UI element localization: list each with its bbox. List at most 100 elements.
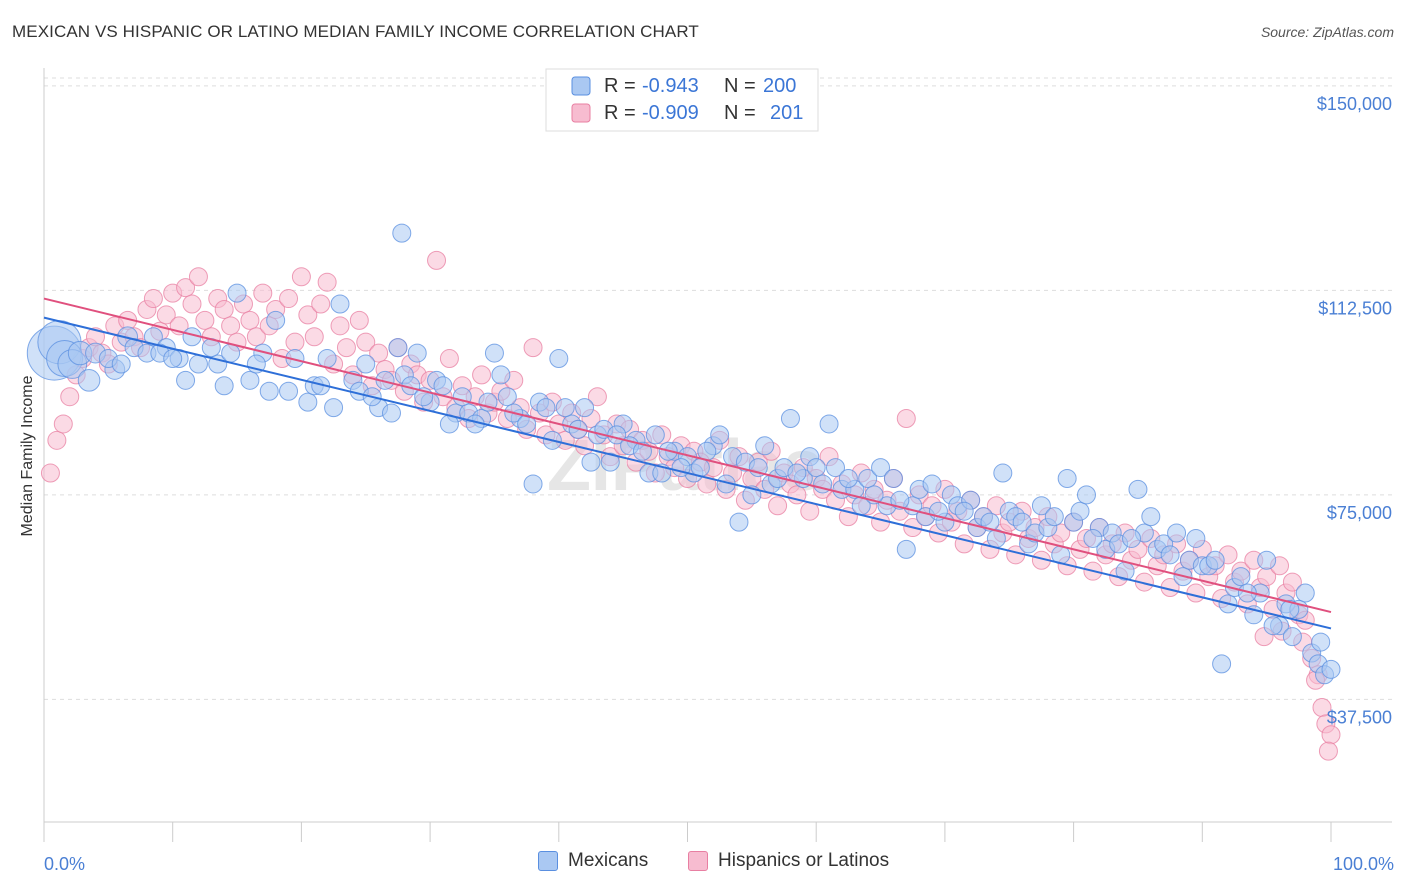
data-point-mexicans (555, 398, 575, 418)
data-point-hispanics (279, 289, 299, 309)
trend-lines (43, 297, 1332, 630)
data-point-mexicans (536, 398, 556, 418)
data-point-mexicans (381, 403, 401, 423)
data-point-mexicans (632, 441, 652, 461)
data-point-mexicans (176, 370, 196, 390)
data-point-mexicans (1311, 632, 1331, 652)
legend-swatch-hispanics (571, 103, 591, 123)
legend-n-value-1: 200 (763, 75, 796, 97)
data-point-hispanics (472, 365, 492, 385)
legend-n-label-2: N = (724, 102, 756, 124)
data-point-mexicans (645, 425, 665, 445)
data-point-hispanics (369, 343, 389, 363)
data-point-hispanics (214, 299, 234, 319)
data-point-mexicans (317, 349, 337, 369)
data-point-mexicans (581, 452, 601, 472)
data-point-hispanics (1318, 741, 1338, 761)
legend-swatch-mexicans-bottom (538, 851, 558, 871)
data-point-mexicans (285, 349, 305, 369)
data-point-hispanics (240, 310, 260, 330)
data-point-mexicans (710, 425, 730, 445)
bottom-legend-hispanics: Hispanics or Latinos (688, 850, 889, 872)
data-point-hispanics (587, 387, 607, 407)
data-point-mexicans (1076, 485, 1096, 505)
data-point-hispanics (298, 305, 318, 325)
data-point-mexicans (1295, 583, 1315, 603)
data-point-mexicans (890, 490, 910, 510)
data-point-mexicans (600, 452, 620, 472)
data-point-hispanics (195, 310, 215, 330)
data-point-mexicans (330, 294, 350, 314)
chart-title: MEXICAN VS HISPANIC OR LATINO MEDIAN FAM… (12, 22, 699, 41)
data-point-mexicans (433, 376, 453, 396)
y-tick-label: $75,000 (1327, 503, 1392, 523)
data-point-hispanics (768, 496, 788, 516)
data-point-mexicans (1205, 550, 1225, 570)
data-point-mexicans (1122, 528, 1142, 548)
legend-n-value-2: 201 (770, 102, 803, 124)
series-mexicans-points (26, 223, 1341, 685)
data-point-hispanics (60, 387, 80, 407)
data-point-mexicans (523, 474, 543, 494)
data-point-mexicans (298, 392, 318, 412)
data-point-mexicans (755, 436, 775, 456)
legend-box (545, 68, 819, 132)
tick-labels: $37,500 $75,000 $112,500 $150,000 0.0% 100.0% (44, 94, 1394, 874)
data-point-hispanics (188, 267, 208, 287)
data-point-hispanics (47, 430, 67, 450)
data-point-mexicans (787, 463, 807, 483)
legend-r-label-1: R = (604, 75, 636, 97)
data-point-mexicans (1160, 545, 1180, 565)
legend-swatch-hispanics-bottom (688, 851, 708, 871)
data-point-mexicans (1321, 659, 1341, 679)
legend-r-value-1: -0.943 (642, 75, 699, 97)
data-point-hispanics (439, 349, 459, 369)
data-point-hispanics (40, 463, 60, 483)
legend-label-hispanics: Hispanics or Latinos (718, 850, 890, 871)
y-axis-label: Median Family Income (19, 375, 36, 536)
data-point-mexicans (356, 354, 376, 374)
data-point-mexicans (1186, 528, 1206, 548)
legend-r-value-2: -0.909 (642, 102, 699, 124)
data-point-mexicans (922, 474, 942, 494)
data-point-mexicans (1141, 507, 1161, 527)
data-point-mexicans (214, 376, 234, 396)
data-point-hispanics (53, 414, 73, 434)
data-point-mexicans (77, 369, 101, 392)
data-point-mexicans (143, 327, 163, 347)
data-point-hispanics (311, 294, 331, 314)
data-point-mexicans (549, 349, 569, 369)
data-point-mexicans (1070, 501, 1090, 521)
source-label: Source: ZipAtlas.com (1260, 24, 1394, 40)
data-point-mexicans (484, 343, 504, 363)
data-point-mexicans (858, 468, 878, 488)
trend-line-hispanics (43, 297, 1332, 614)
data-point-hispanics (896, 409, 916, 429)
legend: R = -0.943 N = 200 R = -0.909 N = 201 (545, 68, 819, 132)
data-point-hispanics (176, 278, 196, 298)
data-point-mexicans (392, 223, 412, 243)
data-point-mexicans (221, 343, 241, 363)
bottom-legend-mexicans: Mexicans (538, 850, 648, 872)
data-point-mexicans (188, 354, 208, 374)
y-tick-label: $112,500 (1318, 298, 1392, 318)
data-point-mexicans (497, 387, 517, 407)
data-point-mexicans (1282, 627, 1302, 647)
data-point-hispanics (1186, 583, 1206, 603)
data-point-hispanics (349, 310, 369, 330)
data-point-hispanics (317, 272, 337, 292)
data-point-mexicans (111, 354, 131, 374)
data-point-hispanics (182, 294, 202, 314)
data-point-hispanics (143, 289, 163, 309)
data-point-mexicans (1057, 468, 1077, 488)
x-tick-label-end: 100.0% (1333, 854, 1394, 874)
data-point-mexicans (227, 283, 247, 303)
legend-swatch-mexicans (571, 76, 591, 96)
trend-line-mexicans (43, 316, 1332, 630)
data-point-mexicans (1083, 528, 1103, 548)
data-point-mexicans (491, 365, 511, 385)
data-point-mexicans (407, 343, 427, 363)
axes (43, 68, 1392, 842)
data-point-mexicans (1128, 479, 1148, 499)
